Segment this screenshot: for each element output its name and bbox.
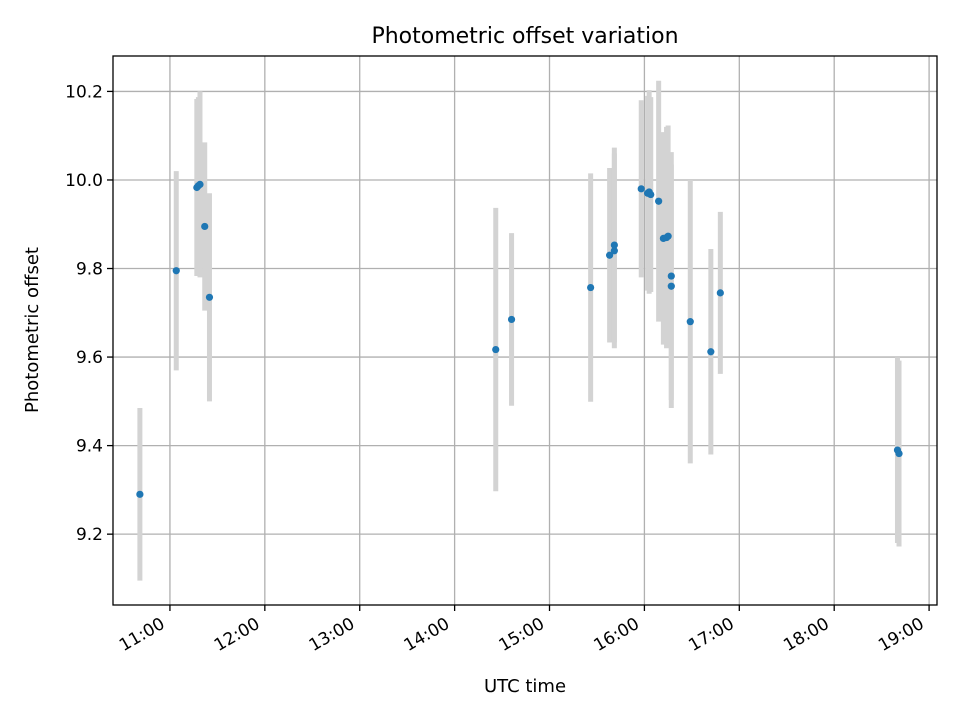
grid xyxy=(113,56,937,605)
data-points xyxy=(136,180,903,498)
data-point xyxy=(492,345,500,354)
y-axis-label: Photometric offset xyxy=(22,247,43,413)
x-tick-label: 15:00 xyxy=(496,614,548,656)
y-tick-label: 9.4 xyxy=(76,437,103,457)
x-tick-label: 16:00 xyxy=(590,614,642,656)
x-tick-label: 19:00 xyxy=(875,614,927,656)
x-tick-label: 17:00 xyxy=(685,614,737,656)
data-point xyxy=(205,293,214,301)
x-axis-label: UTC time xyxy=(484,676,566,697)
data-point xyxy=(610,241,618,249)
data-point xyxy=(707,348,715,356)
data-point xyxy=(201,222,209,231)
data-point xyxy=(507,315,516,324)
x-tick-label: 13:00 xyxy=(306,614,358,656)
error-bars xyxy=(137,80,902,581)
y-tick-label: 10.2 xyxy=(65,82,103,102)
x-tick-label: 11:00 xyxy=(116,614,168,656)
x-tick-label: 14:00 xyxy=(401,614,453,656)
y-tick-label: 9.6 xyxy=(76,348,103,368)
x-tick-label: 12:00 xyxy=(211,614,263,656)
x-axis-ticks: 11:00 12:00 13:00 14:00 15:00 16:00 17:00 18:00… xyxy=(116,605,930,656)
y-axis-ticks: 9.2 9.4 9.6 9.8 10.0 10.2 xyxy=(65,82,113,545)
data-point xyxy=(895,449,903,458)
plot-frame xyxy=(112,55,938,606)
data-point xyxy=(196,180,204,188)
x-tick-label: 18:00 xyxy=(780,614,832,656)
data-point xyxy=(667,272,675,280)
chart-title: Photometric offset variation xyxy=(371,24,678,49)
data-point xyxy=(716,289,724,297)
data-point xyxy=(606,251,614,259)
data-point xyxy=(664,232,672,240)
data-point xyxy=(172,267,180,275)
data-point xyxy=(587,283,595,292)
data-point xyxy=(136,490,144,498)
y-tick-label: 9.8 xyxy=(76,260,103,280)
y-tick-label: 9.2 xyxy=(76,525,103,545)
data-point xyxy=(686,318,694,326)
data-point xyxy=(667,282,675,290)
data-point xyxy=(647,190,655,199)
y-tick-label: 10.0 xyxy=(65,171,103,191)
data-point xyxy=(637,185,645,193)
data-point xyxy=(610,247,618,255)
data-point xyxy=(655,197,663,205)
